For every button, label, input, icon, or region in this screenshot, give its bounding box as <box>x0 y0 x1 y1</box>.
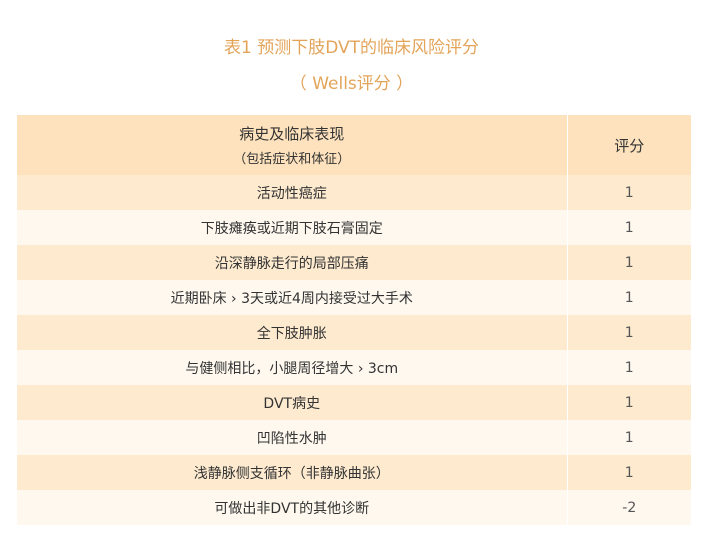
table-title: 表1 预测下肢DVT的临床风险评分 <box>223 38 480 58</box>
row-item: 沿深静脉走行的局部压痛 <box>17 245 568 280</box>
table-row: 近期卧床 › 3天或近4周内接受过大手术 1 <box>17 280 692 315</box>
row-score: 1 <box>567 385 692 420</box>
row-score: 1 <box>567 210 692 245</box>
row-item: 凹陷性水肿 <box>17 420 568 455</box>
header-score: 评分 <box>567 115 692 175</box>
header-history-label: 病史及临床表现 <box>239 125 345 143</box>
row-item: 浅静脉侧支循环（非静脉曲张） <box>17 455 568 490</box>
row-item: 全下肢肿胀 <box>17 315 568 350</box>
row-item: 活动性癌症 <box>17 175 568 210</box>
row-score: 1 <box>567 455 692 490</box>
row-score: 1 <box>567 175 692 210</box>
row-item: DVT病史 <box>17 385 568 420</box>
row-score: 1 <box>567 350 692 385</box>
row-item: 近期卧床 › 3天或近4周内接受过大手术 <box>17 280 568 315</box>
header-history: 病史及临床表现 （包括症状和体征） <box>17 115 568 175</box>
wells-score-table: 病史及临床表现 （包括症状和体征） 评分 活动性癌症 1 下肢瘫痪或近期下肢石膏固定 1… <box>17 115 692 525</box>
table-row: 全下肢肿胀 1 <box>17 315 692 350</box>
row-score: 1 <box>567 420 692 455</box>
row-score: 1 <box>567 315 692 350</box>
row-item: 与健侧相比，小腿周径增大 › 3cm <box>17 350 568 385</box>
header-history-sublabel: （包括症状和体征） <box>233 152 351 167</box>
table-row: 可做出非DVT的其他诊断 -2 <box>17 490 692 525</box>
table-row: 凹陷性水肿 1 <box>17 420 692 455</box>
table-subtitle: （ Wells评分 ） <box>289 74 414 94</box>
row-item: 下肢瘫痪或近期下肢石膏固定 <box>17 210 568 245</box>
table-row: 与健侧相比，小腿周径增大 › 3cm 1 <box>17 350 692 385</box>
table-header-row: 病史及临床表现 （包括症状和体征） 评分 <box>17 115 692 175</box>
row-score: 1 <box>567 245 692 280</box>
table-row: 浅静脉侧支循环（非静脉曲张） 1 <box>17 455 692 490</box>
table-row: 沿深静脉走行的局部压痛 1 <box>17 245 692 280</box>
row-score: 1 <box>567 280 692 315</box>
table-row: DVT病史 1 <box>17 385 692 420</box>
row-item: 可做出非DVT的其他诊断 <box>17 490 568 525</box>
table-row: 活动性癌症 1 <box>17 175 692 210</box>
row-score: -2 <box>567 490 692 525</box>
table-row: 下肢瘫痪或近期下肢石膏固定 1 <box>17 210 692 245</box>
